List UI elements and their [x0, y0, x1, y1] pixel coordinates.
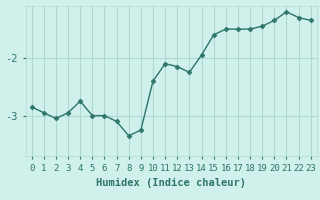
X-axis label: Humidex (Indice chaleur): Humidex (Indice chaleur): [96, 178, 246, 188]
